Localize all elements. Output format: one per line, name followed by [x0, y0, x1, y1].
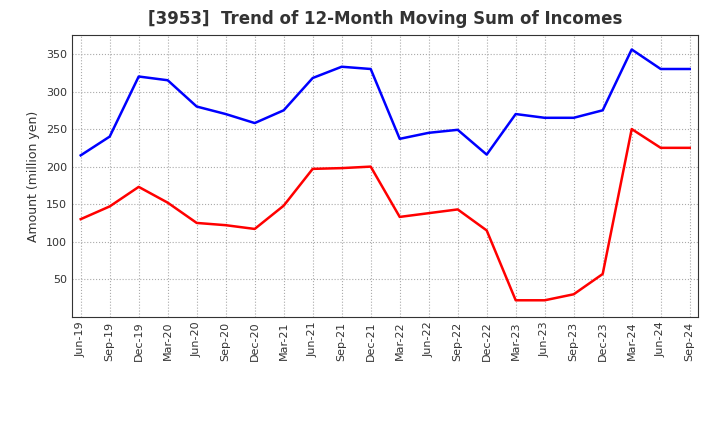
- Ordinary Income: [627, 47, 636, 52]
- Net Income: [308, 166, 317, 172]
- Ordinary Income: [192, 104, 201, 109]
- Net Income: [192, 220, 201, 226]
- Ordinary Income: [135, 74, 143, 79]
- Ordinary Income: [482, 152, 491, 157]
- Net Income: [366, 164, 375, 169]
- Ordinary Income: [598, 108, 607, 113]
- Net Income: [454, 207, 462, 212]
- Net Income: [76, 216, 85, 222]
- Ordinary Income: [424, 130, 433, 136]
- Net Income: [221, 223, 230, 228]
- Ordinary Income: [685, 66, 694, 72]
- Title: [3953]  Trend of 12-Month Moving Sum of Incomes: [3953] Trend of 12-Month Moving Sum of I…: [148, 10, 622, 28]
- Line: Ordinary Income: Ordinary Income: [81, 49, 690, 155]
- Ordinary Income: [163, 77, 172, 83]
- Net Income: [511, 297, 520, 303]
- Ordinary Income: [338, 64, 346, 70]
- Net Income: [657, 145, 665, 150]
- Ordinary Income: [221, 111, 230, 117]
- Ordinary Income: [105, 134, 114, 139]
- Net Income: [135, 184, 143, 190]
- Net Income: [251, 226, 259, 231]
- Ordinary Income: [570, 115, 578, 121]
- Ordinary Income: [76, 153, 85, 158]
- Net Income: [482, 228, 491, 233]
- Net Income: [570, 292, 578, 297]
- Ordinary Income: [541, 115, 549, 121]
- Ordinary Income: [657, 66, 665, 72]
- Y-axis label: Amount (million yen): Amount (million yen): [27, 110, 40, 242]
- Ordinary Income: [395, 136, 404, 142]
- Ordinary Income: [366, 66, 375, 72]
- Net Income: [424, 210, 433, 216]
- Net Income: [685, 145, 694, 150]
- Ordinary Income: [279, 108, 288, 113]
- Line: Net Income: Net Income: [81, 129, 690, 300]
- Net Income: [541, 297, 549, 303]
- Net Income: [338, 165, 346, 171]
- Net Income: [105, 204, 114, 209]
- Ordinary Income: [308, 75, 317, 81]
- Net Income: [163, 200, 172, 205]
- Ordinary Income: [511, 111, 520, 117]
- Ordinary Income: [251, 121, 259, 126]
- Net Income: [598, 271, 607, 277]
- Net Income: [395, 214, 404, 220]
- Ordinary Income: [454, 127, 462, 132]
- Net Income: [279, 203, 288, 208]
- Net Income: [627, 126, 636, 132]
